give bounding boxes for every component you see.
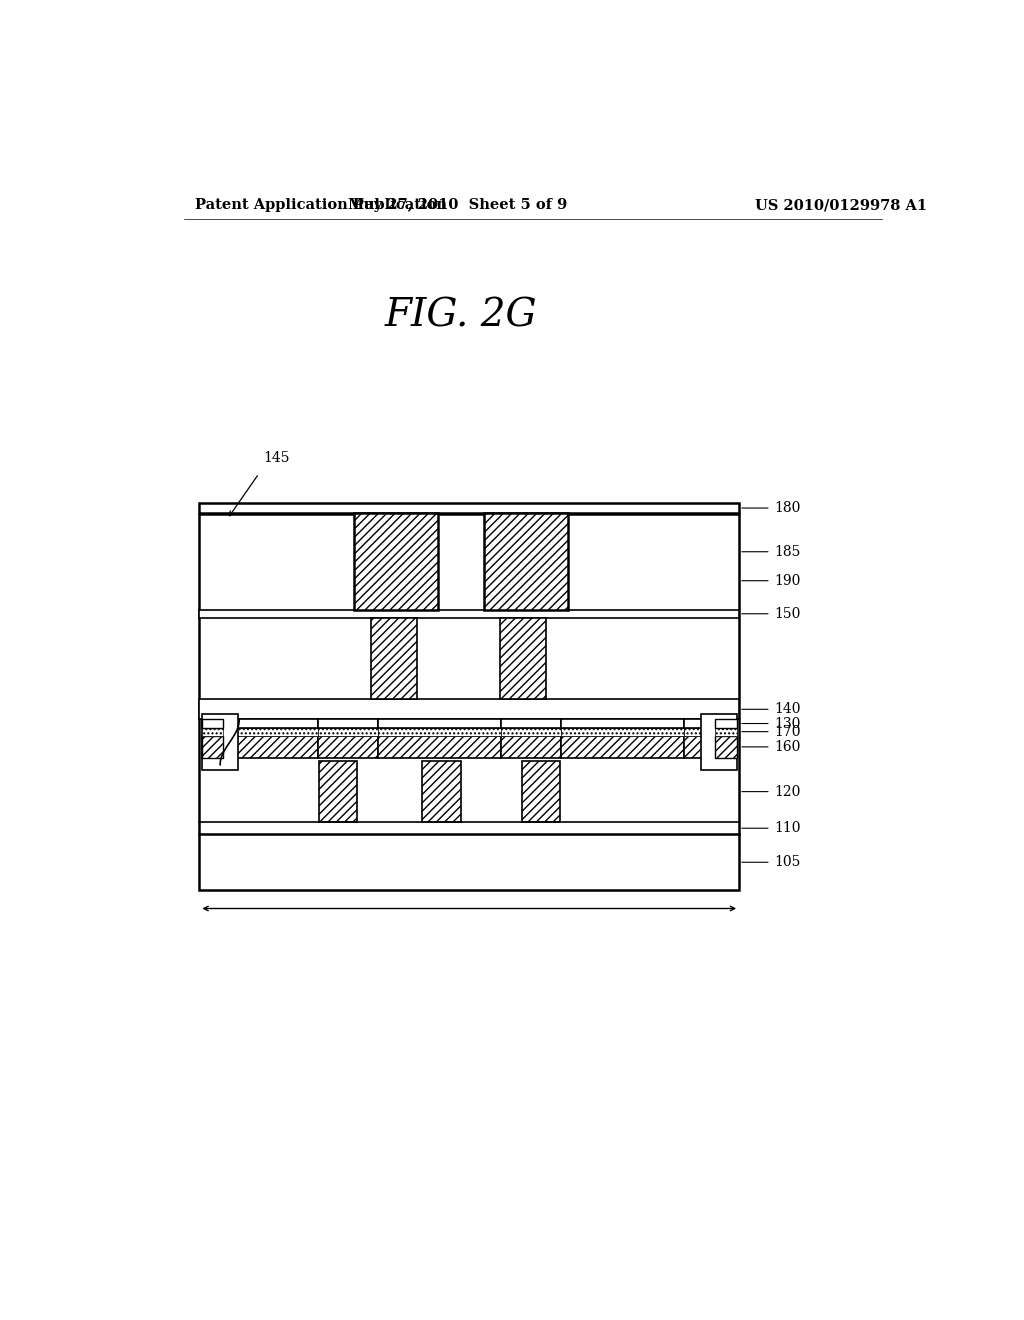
Bar: [715, 735, 736, 758]
Bar: [560, 727, 684, 735]
Text: 145: 145: [263, 451, 290, 466]
Bar: [483, 513, 567, 610]
Bar: [318, 735, 378, 758]
Bar: [318, 719, 378, 727]
Bar: [560, 719, 684, 727]
Text: 150: 150: [775, 607, 801, 620]
Bar: [202, 719, 318, 727]
Bar: [378, 735, 501, 758]
Text: 185: 185: [775, 545, 801, 558]
Bar: [371, 618, 417, 700]
Bar: [202, 714, 238, 771]
Text: 130: 130: [775, 717, 801, 730]
Bar: [378, 727, 501, 735]
Bar: [319, 762, 357, 822]
Bar: [202, 727, 223, 735]
Bar: [521, 762, 560, 822]
Text: 160: 160: [775, 741, 801, 754]
Text: 190: 190: [775, 574, 801, 587]
Text: FIG. 2G: FIG. 2G: [385, 297, 538, 334]
Text: US 2010/0129978 A1: US 2010/0129978 A1: [755, 198, 927, 213]
Bar: [715, 727, 736, 735]
Bar: [202, 727, 318, 735]
Bar: [501, 719, 560, 727]
Bar: [423, 762, 461, 822]
Bar: [684, 719, 736, 727]
Text: May 27, 2010  Sheet 5 of 9: May 27, 2010 Sheet 5 of 9: [348, 198, 567, 213]
Bar: [684, 735, 736, 758]
Bar: [200, 700, 739, 719]
Text: Patent Application Publication: Patent Application Publication: [196, 198, 447, 213]
Bar: [701, 714, 736, 771]
Bar: [684, 727, 736, 735]
Text: 120: 120: [775, 784, 801, 799]
Bar: [202, 719, 223, 727]
Bar: [501, 735, 560, 758]
Bar: [318, 727, 378, 735]
Bar: [354, 513, 437, 610]
Bar: [500, 618, 546, 700]
Text: 140: 140: [775, 702, 802, 717]
Bar: [202, 735, 223, 758]
Bar: [501, 727, 560, 735]
Text: 170: 170: [775, 725, 802, 739]
Bar: [378, 719, 501, 727]
Text: 110: 110: [775, 821, 802, 836]
Bar: [715, 719, 736, 727]
Bar: [560, 735, 684, 758]
Text: 180: 180: [775, 502, 801, 515]
Bar: [202, 735, 318, 758]
Text: 105: 105: [775, 855, 801, 870]
Bar: [200, 515, 739, 890]
Bar: [200, 610, 739, 618]
Bar: [200, 503, 739, 513]
